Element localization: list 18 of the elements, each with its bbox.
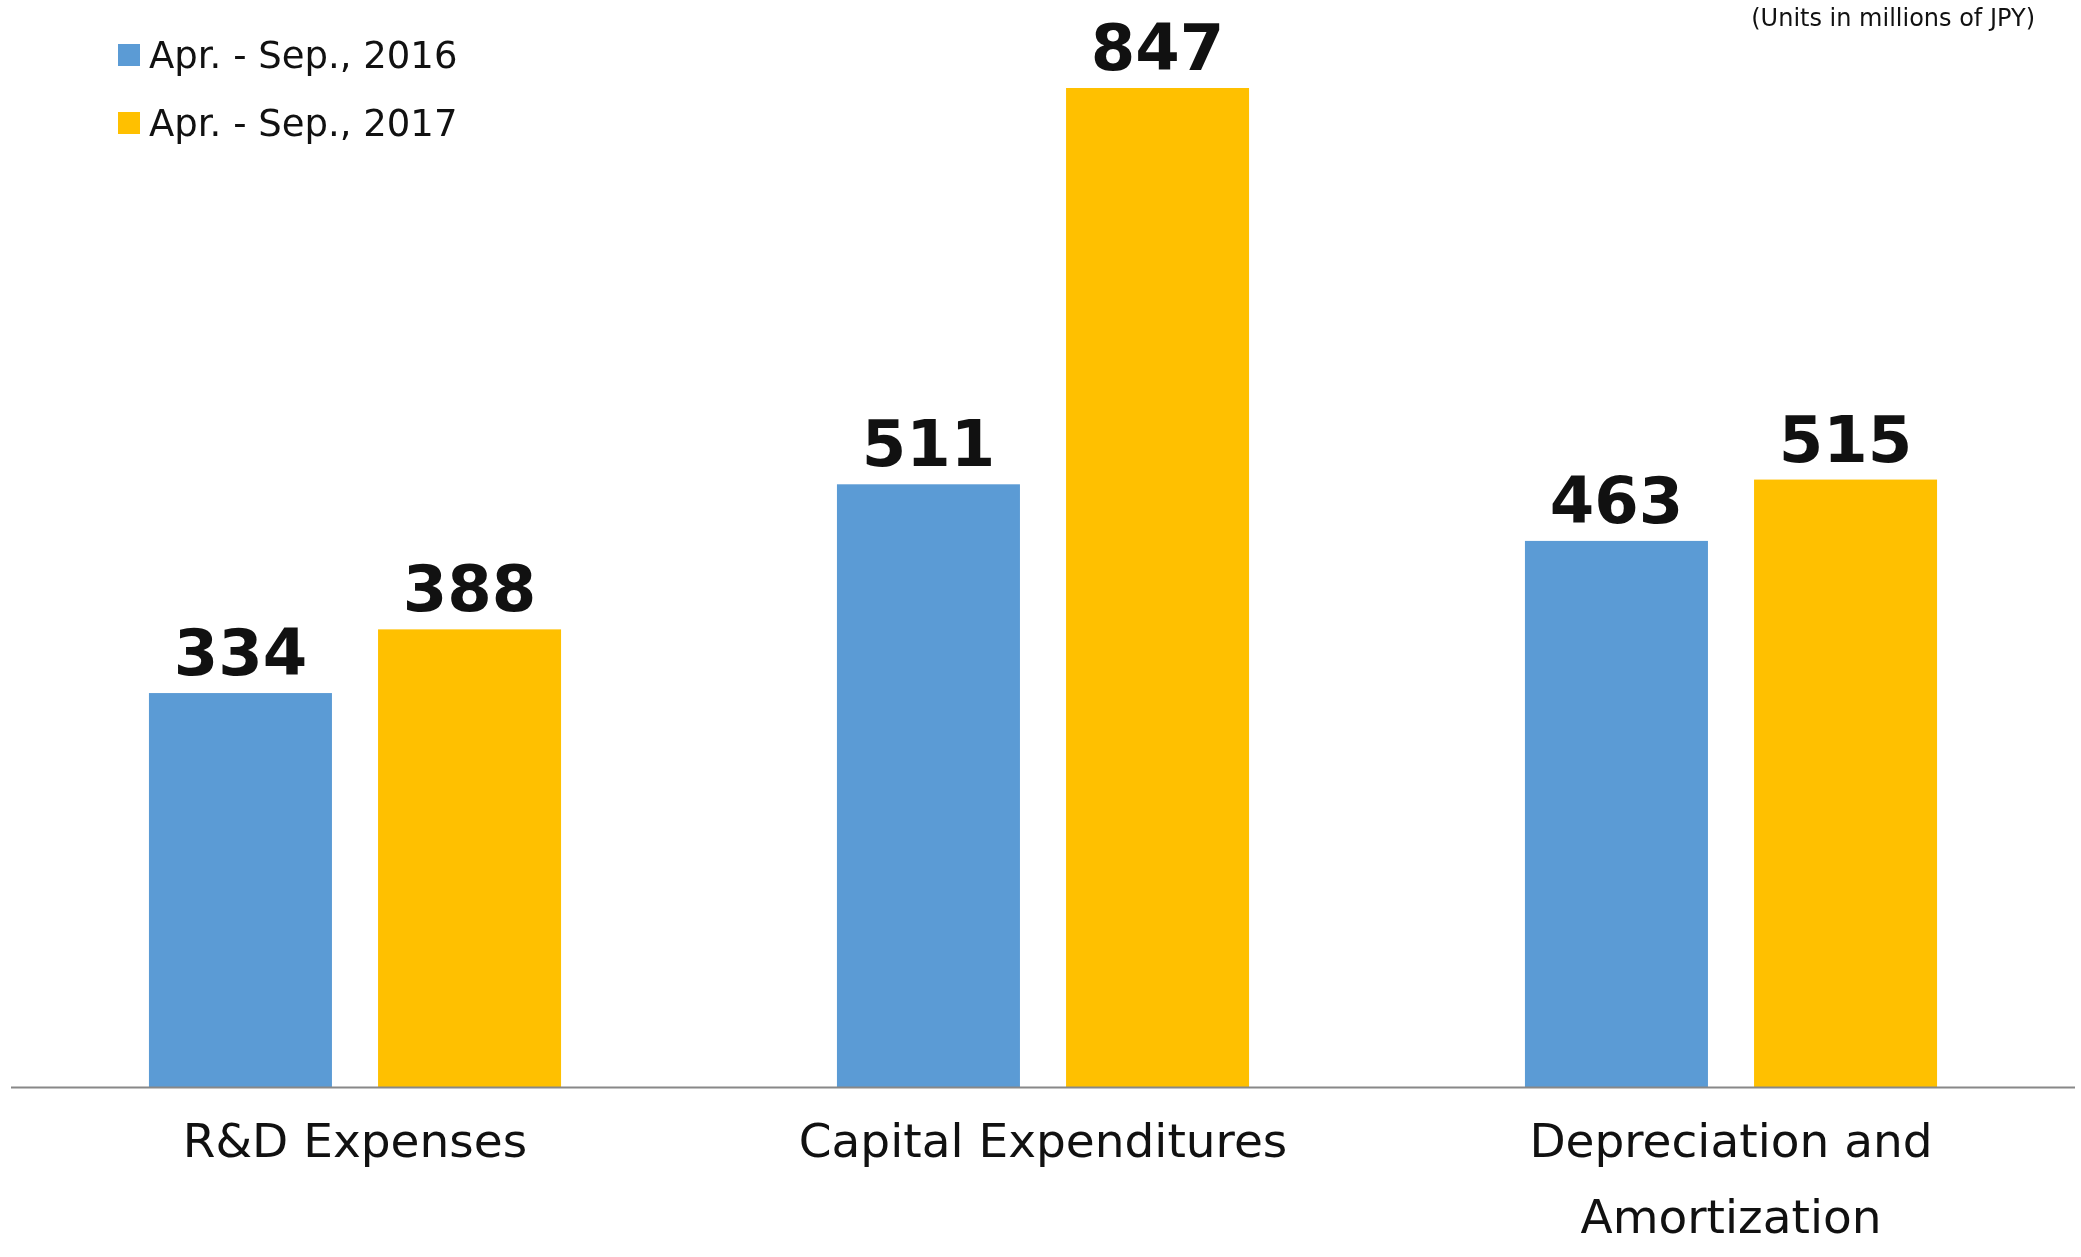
bar — [1754, 479, 1938, 1087]
data-label: 847 — [1090, 11, 1225, 85]
data-label: 511 — [861, 407, 996, 482]
bar — [836, 484, 1020, 1087]
bar — [148, 693, 332, 1087]
legend-label: Apr. - Sep., 2016 — [149, 34, 458, 77]
x-tick-label: Depreciation and Amortization — [1529, 1113, 1933, 1244]
bar — [1066, 88, 1250, 1087]
bar — [378, 629, 562, 1087]
data-label: 334 — [173, 616, 308, 691]
data-label: 515 — [1778, 402, 1913, 477]
text: (Units in millions of JPY) — [1751, 4, 2035, 32]
bar — [1524, 540, 1708, 1087]
data-label: 463 — [1549, 463, 1684, 538]
x-tick-label: Capital Expenditures — [798, 1113, 1288, 1168]
legend-label: Apr. - Sep., 2017 — [149, 102, 458, 145]
x-tick-label: R&D Expenses — [182, 1113, 528, 1168]
data-label: 388 — [402, 552, 537, 627]
